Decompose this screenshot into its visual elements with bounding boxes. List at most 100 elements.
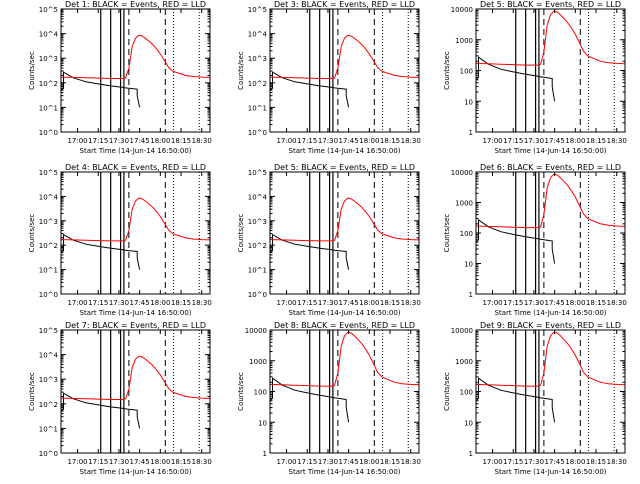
series-events-line [61,71,141,108]
series-lld-line [270,34,419,79]
y-tick-label: 10^5 [248,169,267,177]
y-tick-label: 10^4 [39,352,59,360]
x-tick-label: 17:00 [482,137,502,145]
y-tick-label: 1 [263,450,267,458]
panel-5: 10^010^110^210^310^410^517:00 17:15 17:30 1… [237,163,421,317]
y-tick-label: 10^2 [248,242,267,250]
y-tick-label: 10^1 [248,267,267,275]
x-tick-label: 17:00 [482,299,502,307]
x-tick-label: 17:00 [482,458,502,466]
plot-frame [60,171,211,295]
x-tick-label: 18:15 [380,299,400,307]
x-tick-label: 17:15 [297,458,317,466]
plot-frame [269,8,420,133]
x-tick-label: 17:45 [545,458,565,466]
x-tick-label: 17:00 [67,137,87,145]
y-tick-label: 10^1 [39,267,58,275]
x-tick-label: 17:30 [109,137,129,145]
series-events-line [270,377,350,423]
y-tick-label: 1 [469,291,473,299]
x-tick-label: 18:30 [607,299,627,307]
x-tick-label: 17:15 [88,137,108,145]
x-tick-label: 17:30 [524,299,544,307]
x-tick-label: 18:00 [359,137,379,145]
y-tick-label: 10^4 [39,31,59,39]
panel-title: Det 6: BLACK = Events, RED = LLD [480,163,621,172]
y-tick-label: 10 [258,419,267,427]
y-tick-label: 10^0 [39,450,58,458]
x-axis-label: Start Time (14-Jun-14 16:50:00) [289,468,401,476]
panel-title: Det 5: BLACK = Events, RED = LLD [480,0,621,9]
y-tick-label: 10^0 [39,291,58,299]
y-tick-label: 10^1 [39,104,58,112]
series-lld-line [270,331,419,387]
x-tick-label: 18:30 [401,137,421,145]
y-tick-label: 10^0 [248,129,267,137]
panel-title: Det 9: BLACK = Events, RED = LLD [480,321,621,330]
x-tick-label: 17:45 [130,137,150,145]
y-tick-label: 10^4 [39,193,59,201]
x-tick-label: 17:00 [276,137,296,145]
x-tick-label: 17:00 [67,458,87,466]
y-tick-label: 10000 [451,169,473,177]
y-tick-label: 10^0 [39,129,58,137]
panel-4: 10^010^110^210^310^410^517:00 17:15 17:30 1… [28,163,212,317]
y-tick-label: 100 [460,389,473,397]
x-tick-label: 17:15 [503,299,523,307]
y-tick-label: 10^3 [39,55,58,63]
x-tick-label: 18:30 [192,299,212,307]
x-tick-label: 17:45 [545,137,565,145]
x-axis-label: Start Time (14-Jun-14 16:50:00) [495,468,607,476]
x-tick-label: 17:15 [88,458,108,466]
y-tick-label: 10^4 [248,193,268,201]
y-tick-label: 10^2 [39,80,58,88]
y-axis-label: Counts/sec [443,51,451,90]
panel-title: Det 8: BLACK = Events, RED = LLD [274,321,415,330]
series-events-line [61,392,141,429]
x-tick-label: 18:30 [401,458,421,466]
x-tick-label: 18:15 [586,458,606,466]
x-tick-label: 17:15 [297,137,317,145]
y-tick-label: 10^2 [39,401,58,409]
panel-2: 10^010^110^210^310^410^517:00 17:15 17:30 1… [237,0,421,155]
y-tick-label: 10^1 [248,104,267,112]
plot-frame [475,329,626,454]
x-tick-label: 18:15 [586,299,606,307]
x-tick-label: 18:30 [607,458,627,466]
y-tick-label: 1 [469,450,473,458]
y-tick-label: 10^4 [248,31,268,39]
x-axis-label: Start Time (14-Jun-14 16:50:00) [495,309,607,317]
panel-title: Det 3: BLACK = Events, RED = LLD [274,0,415,9]
panel-title: Det 7: BLACK = Events, RED = LLD [65,321,206,330]
x-tick-label: 17:45 [545,299,565,307]
series-lld-line [61,34,210,79]
series-lld-line [476,10,625,66]
y-tick-label: 10000 [451,327,473,335]
plot-frame [475,171,626,295]
plot-frame [60,329,211,454]
y-tick-label: 1000 [455,358,473,366]
y-tick-label: 10^5 [39,169,58,177]
x-axis-label: Start Time (14-Jun-14 16:50:00) [80,147,192,155]
x-tick-label: 17:45 [339,299,359,307]
x-tick-label: 17:15 [297,299,317,307]
panel-title: Det 4: BLACK = Events, RED = LLD [65,163,206,172]
x-tick-label: 17:15 [503,458,523,466]
x-tick-label: 17:45 [339,137,359,145]
series-lld-line [270,197,419,242]
x-tick-label: 18:30 [607,137,627,145]
x-axis-label: Start Time (14-Jun-14 16:50:00) [495,147,607,155]
x-tick-label: 18:00 [150,458,170,466]
y-tick-label: 1000 [455,200,473,208]
x-tick-label: 17:15 [88,299,108,307]
series-events-line [476,56,556,102]
y-tick-label: 10^2 [248,80,267,88]
y-tick-label: 10^1 [39,425,58,433]
y-tick-label: 10^3 [39,376,58,384]
plot-frame [269,329,420,454]
y-tick-label: 10^5 [39,327,58,335]
y-tick-label: 1000 [249,358,267,366]
x-tick-label: 17:15 [503,137,523,145]
series-events-line [61,233,141,270]
